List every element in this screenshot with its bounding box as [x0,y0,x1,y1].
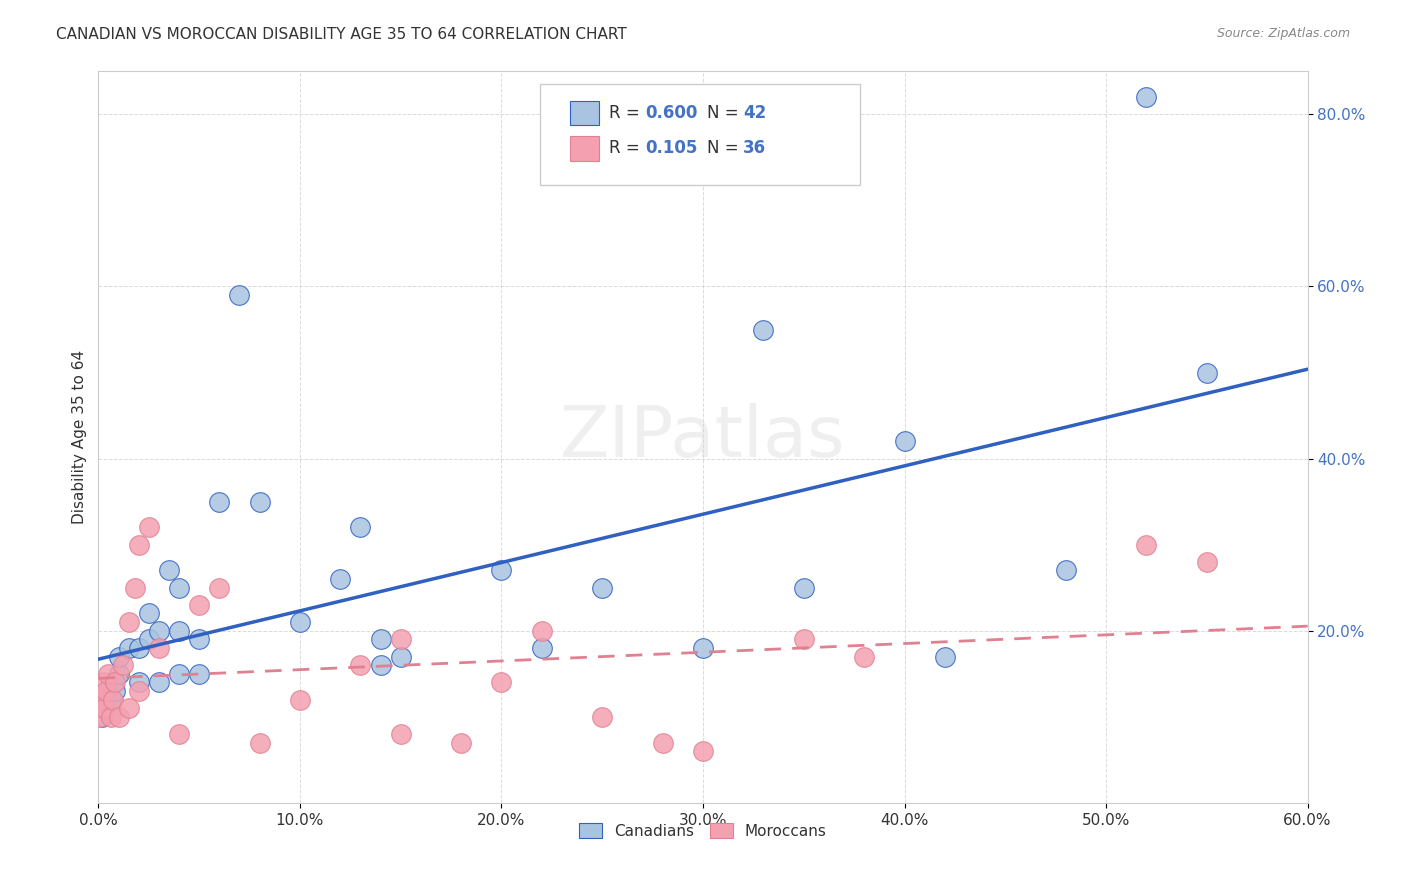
Point [793,632,815,647]
Text: N =: N = [707,139,744,157]
Point [91,710,114,724]
Point [752,322,775,336]
Text: R =: R = [609,139,650,157]
Point [228,288,250,302]
Point [208,494,231,508]
Point [93,675,115,690]
Point [389,632,412,647]
Point [692,744,714,758]
Point [93,692,115,706]
Point [89,710,111,724]
Point [118,701,141,715]
Point [853,649,876,664]
Point [591,710,613,724]
Point [91,692,114,706]
Point [370,658,392,673]
Point [107,710,129,724]
Point [450,735,472,749]
Point [370,632,392,647]
Point [148,624,170,638]
Point [96,684,118,698]
Point [249,735,271,749]
Point [100,710,122,724]
Point [491,675,513,690]
Point [138,607,160,621]
Text: 36: 36 [742,139,766,157]
Point [329,572,352,586]
Point [167,624,190,638]
Point [138,632,160,647]
Point [128,684,150,698]
Point [103,675,125,690]
Point [100,692,122,706]
FancyBboxPatch shape [569,101,599,126]
Point [288,615,311,629]
Point [148,640,170,655]
Point [103,684,125,698]
Point [93,701,115,715]
Point [349,520,371,534]
Point [124,581,146,595]
Point [249,494,271,508]
Point [530,640,553,655]
Text: 0.600: 0.600 [645,104,697,122]
Legend: Canadians, Moroccans: Canadians, Moroccans [572,815,834,847]
Y-axis label: Disability Age 35 to 64: Disability Age 35 to 64 [72,350,87,524]
Point [1135,538,1157,552]
Text: CANADIAN VS MOROCCAN DISABILITY AGE 35 TO 64 CORRELATION CHART: CANADIAN VS MOROCCAN DISABILITY AGE 35 T… [56,27,627,42]
Point [118,615,141,629]
Text: 42: 42 [742,104,766,122]
Point [934,649,956,664]
Point [1195,366,1218,380]
Point [107,649,129,664]
Point [118,640,141,655]
Point [893,434,915,449]
Point [148,675,170,690]
Point [288,692,311,706]
Point [188,632,211,647]
Point [128,538,150,552]
Point [692,640,714,655]
Point [389,727,412,741]
Point [530,624,553,638]
Text: ZIPatlas: ZIPatlas [560,402,846,472]
FancyBboxPatch shape [540,84,860,185]
Point [389,649,412,664]
Point [167,727,190,741]
Text: N =: N = [707,104,744,122]
Point [1135,90,1157,104]
Point [167,581,190,595]
Point [128,675,150,690]
Point [138,520,160,534]
Point [111,658,134,673]
Point [651,735,673,749]
Point [167,666,190,681]
Text: 0.105: 0.105 [645,139,697,157]
Point [591,581,613,595]
Point [101,675,124,690]
Point [97,684,120,698]
Point [188,666,211,681]
Text: R =: R = [609,104,645,122]
Point [157,564,180,578]
Point [208,581,231,595]
Point [1195,555,1218,569]
Point [793,581,815,595]
Point [349,658,371,673]
Point [107,666,129,681]
Point [96,701,118,715]
Point [101,692,124,706]
Text: Source: ZipAtlas.com: Source: ZipAtlas.com [1216,27,1350,40]
Point [97,666,120,681]
Point [1054,564,1077,578]
FancyBboxPatch shape [569,136,599,161]
Point [128,640,150,655]
Point [188,598,211,612]
Point [491,564,513,578]
